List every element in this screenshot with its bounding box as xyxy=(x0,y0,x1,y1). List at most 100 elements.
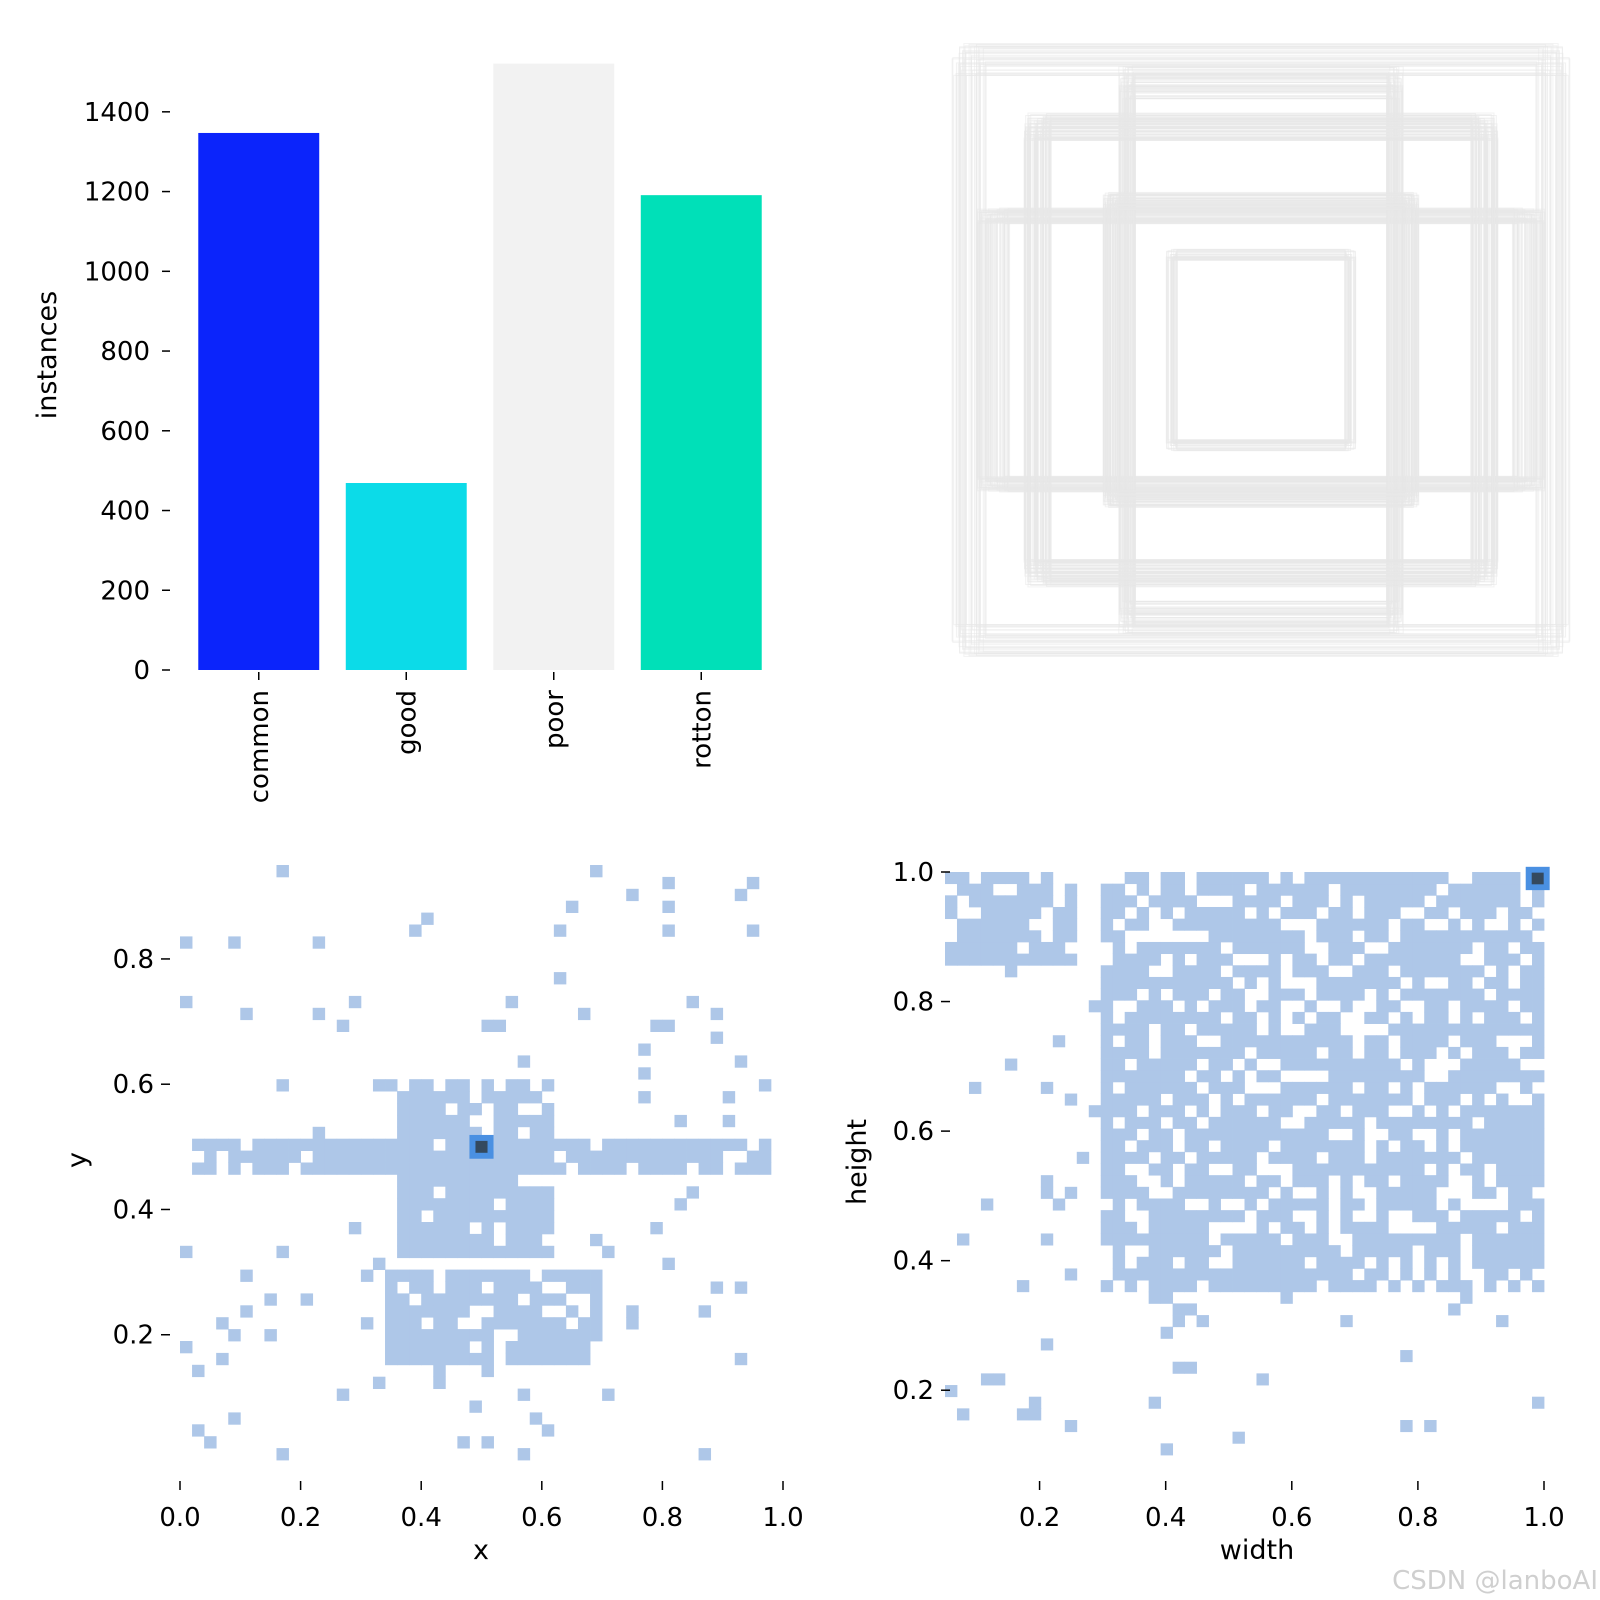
heatmap-cell xyxy=(638,1067,651,1080)
heatmap-cell xyxy=(1424,930,1437,943)
heatmap-cell xyxy=(1532,1210,1545,1223)
heatmap-cell xyxy=(457,1281,470,1294)
heatmap-cell xyxy=(409,1174,422,1187)
x-tick-label: 0.8 xyxy=(642,1503,683,1533)
heatmap-cell xyxy=(1364,1011,1377,1024)
heatmap-cell xyxy=(1496,1163,1509,1176)
box-outline xyxy=(1115,201,1407,499)
heatmap-cell xyxy=(1424,1233,1437,1246)
heatmap-cell xyxy=(1160,1023,1174,1036)
heatmap-cell xyxy=(1352,1245,1365,1258)
heatmap-cell xyxy=(1484,1233,1497,1246)
heatmap-cell xyxy=(1268,883,1281,896)
heatmap-cell xyxy=(1340,1140,1353,1153)
heatmap-cell xyxy=(1304,1198,1317,1211)
heatmap-cell xyxy=(1484,976,1497,989)
heatmap-cell xyxy=(445,1126,458,1140)
x-tick-label: 0.0 xyxy=(159,1503,200,1533)
box-outline xyxy=(1003,222,1519,478)
heatmap-cell xyxy=(324,1162,338,1175)
heatmap-cell xyxy=(1496,1256,1509,1269)
heatmap-cell xyxy=(1448,1116,1461,1129)
heatmap-cell xyxy=(421,1138,434,1151)
box-outline xyxy=(1123,68,1399,632)
heatmap-cell xyxy=(1412,1035,1425,1048)
heatmap-cell xyxy=(1376,1081,1389,1094)
box-outline xyxy=(1039,131,1483,569)
heatmap-cell xyxy=(1244,1011,1257,1024)
heatmap-cell xyxy=(1244,1256,1257,1269)
heatmap-cell xyxy=(409,1245,422,1259)
heatmap-cell xyxy=(1232,918,1245,931)
heatmap-cell xyxy=(577,1138,591,1151)
heatmap-cell xyxy=(1220,918,1233,931)
heatmap-cell xyxy=(1316,1256,1329,1269)
box-outline xyxy=(972,69,1550,631)
heatmap-cell xyxy=(1340,918,1353,931)
heatmap-cell xyxy=(1184,1221,1197,1234)
heatmap-cell xyxy=(541,1210,555,1223)
box-outline xyxy=(1045,136,1477,564)
box-outline xyxy=(1118,84,1404,616)
heatmap-cell xyxy=(1172,872,1185,885)
heatmap-cell xyxy=(1136,1233,1150,1246)
heatmap-cell xyxy=(1232,1116,1245,1129)
heatmap-cell xyxy=(1496,872,1509,885)
box-outline xyxy=(1126,88,1396,612)
heatmap-cell xyxy=(1184,1210,1197,1223)
heatmap-cell xyxy=(385,1352,398,1366)
heatmap-cell xyxy=(1100,1116,1114,1129)
heatmap-cell xyxy=(505,1162,519,1175)
bar-good xyxy=(345,483,467,670)
heatmap-cell xyxy=(1328,1256,1341,1269)
heatmap-cell xyxy=(1160,906,1174,920)
heatmap-cell xyxy=(469,1269,482,1282)
heatmap-cell xyxy=(1268,1256,1281,1269)
heatmap-cell xyxy=(1112,1140,1126,1153)
heatmap-cell xyxy=(1256,1245,1269,1258)
heatmap-cell xyxy=(1148,1011,1162,1024)
heatmap-cell xyxy=(1256,918,1269,931)
heatmap-cell xyxy=(1508,1151,1521,1164)
heatmap-cell xyxy=(433,1210,446,1223)
heatmap-cell xyxy=(192,1162,205,1175)
heatmap-cell xyxy=(577,1150,591,1163)
heatmap-cell xyxy=(1340,988,1353,1001)
heatmap-cell xyxy=(385,1079,398,1092)
box-outline xyxy=(984,61,1538,639)
heatmap-cell xyxy=(1388,906,1401,920)
heatmap-cell xyxy=(662,876,675,890)
heatmap-cell xyxy=(1184,1361,1197,1374)
heatmap-cell xyxy=(553,1293,567,1306)
box-outline xyxy=(966,74,1556,626)
heatmap-cell xyxy=(992,918,1006,931)
heatmap-cell xyxy=(1532,953,1545,966)
box-outline xyxy=(1115,199,1407,501)
heatmap-cell xyxy=(1196,1151,1209,1164)
heatmap-cell xyxy=(397,1269,410,1282)
heatmap-cell xyxy=(553,924,567,937)
heatmap-cell xyxy=(1436,872,1449,885)
x-axis-label: x xyxy=(473,1535,489,1566)
heatmap-cell xyxy=(348,1162,362,1175)
heatmap-cell xyxy=(457,1114,470,1128)
heatmap-cell xyxy=(517,1269,531,1282)
heatmap-cell xyxy=(1364,965,1377,978)
heatmap-cell xyxy=(945,895,958,908)
heatmap-cell xyxy=(529,1341,543,1354)
heatmap-cell xyxy=(1508,988,1521,1001)
heatmap-cell xyxy=(276,1448,289,1461)
heatmap-cell xyxy=(1508,1280,1521,1293)
heatmap-cell xyxy=(264,1162,277,1175)
heatmap-cell xyxy=(1340,1280,1353,1293)
heatmap-cell xyxy=(517,1329,531,1342)
heatmap-cell xyxy=(1496,965,1509,978)
heatmap-cell xyxy=(1472,906,1485,920)
heatmap-cell xyxy=(1232,1210,1245,1223)
heatmap-cell xyxy=(1436,906,1449,920)
box-outline xyxy=(1036,123,1486,577)
heatmap-cell xyxy=(1352,1256,1365,1269)
box-outline xyxy=(1109,193,1413,507)
heatmap-cell xyxy=(1268,1105,1281,1118)
heatmap-cell xyxy=(1304,1163,1317,1176)
